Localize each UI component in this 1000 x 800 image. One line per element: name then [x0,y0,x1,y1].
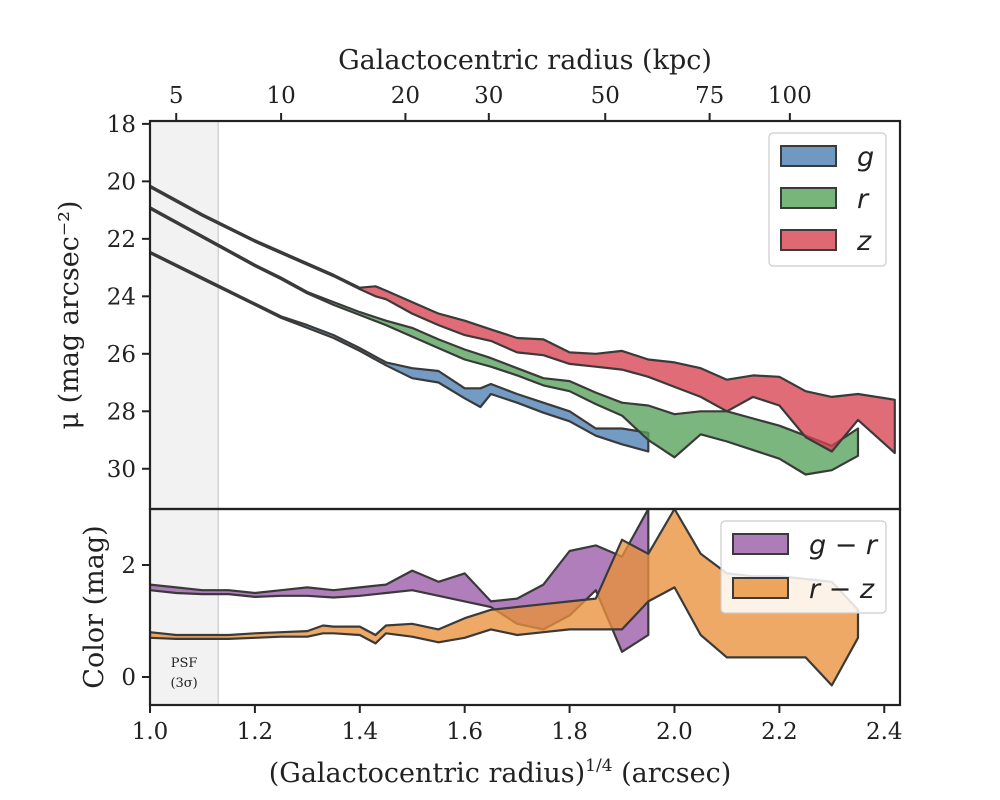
bottom-x-axis-ticks: 1.0 1.2 1.4 1.6 1.8 2.0 2.2 2.4 [132,705,903,745]
kpc-tick-label: 75 [695,83,724,109]
surface-brightness-band-1 [150,206,860,476]
bottom-x-tick-label: 2.0 [656,719,693,745]
bottom-x-tick-label: 1.4 [342,719,379,745]
bottom-x-tick-label: 1.8 [551,719,588,745]
band-legend-label: g [857,142,874,173]
surface-brightness-bands-clip [150,184,896,476]
top-y-tick-label: 18 [107,112,136,138]
psf-region-top [149,120,219,510]
top-y-tick-label: 30 [107,457,136,483]
kpc-tick-label: 5 [169,83,184,109]
top-y-tick-label: 20 [107,169,136,195]
top-y-tick-label: 26 [107,342,136,368]
kpc-tick-label: 50 [591,83,620,109]
top-y-axis-ticks: 18 20 22 24 26 28 30 [107,112,150,483]
radius-x-label: (Galactocentric radius)1/4 (arcsec) [269,756,732,789]
bottom-x-tick-label: 1.2 [237,719,274,745]
color-bands [150,509,860,687]
bottom-y-tick-label: 2 [121,553,136,579]
band-legend: grz [768,132,887,267]
bottom-y-axis-ticks: 02 [121,553,150,691]
surface-brightness-band-2 [150,184,896,455]
top-y-tick-label: 24 [107,284,136,310]
kpc-tick-label: 10 [266,83,295,109]
bottom-plot-frame [148,507,902,707]
color-legend: g − r r − z [720,520,887,614]
kpc-tick-label: 30 [474,83,503,109]
top-y-tick-label: 22 [107,227,136,253]
color-legend-swatch [732,577,789,599]
top-y-tick-label: 28 [107,399,136,425]
band-legend-swatch [780,145,837,167]
band-legend-label: r [857,184,870,215]
bottom-x-tick-label: 1.6 [446,719,483,745]
band-legend-swatch [780,187,837,209]
color-bands-clip [150,509,860,687]
bottom-x-tick-label: 2.2 [761,719,798,745]
kpc-tick-label: 100 [768,83,812,109]
kpc-axis-title: Galactocentric radius (kpc) [338,45,712,76]
radius-x-label-main: (Galactocentric radius) [269,758,585,789]
band-legend-swatch [780,229,837,251]
kpc-tick-label: 20 [391,83,420,109]
bottom-y-tick-label: 0 [121,665,136,691]
color-band-1 [150,509,860,687]
top-kpc-axis-ticks: 5 10 20 30 50 75 100 [169,83,812,121]
psf-region-bottom [149,508,219,706]
color-legend-label: r − z [809,574,875,605]
band-legend-label: z [856,226,872,257]
surface-brightness-y-label: μ (mag arcsec⁻²) [54,201,85,430]
color-legend-swatch [732,533,789,555]
surface-brightness-bands [150,184,896,476]
radius-x-label-unit: (arcsec) [613,758,732,789]
psf-sublabel: (3σ) [170,676,197,691]
color-panel: 02 1.0 1.2 1.4 1.6 1.8 2.0 2.2 2.4 PSF (3σ) Col… [79,507,903,789]
color-y-label: Color (mag) [79,525,110,688]
color-legend-label: g − r [809,530,879,561]
radius-x-label-exponent: 1/4 [585,756,612,776]
bottom-x-tick-label: 1.0 [132,719,169,745]
bottom-x-tick-label: 2.4 [866,719,903,745]
psf-label: PSF [171,656,198,671]
